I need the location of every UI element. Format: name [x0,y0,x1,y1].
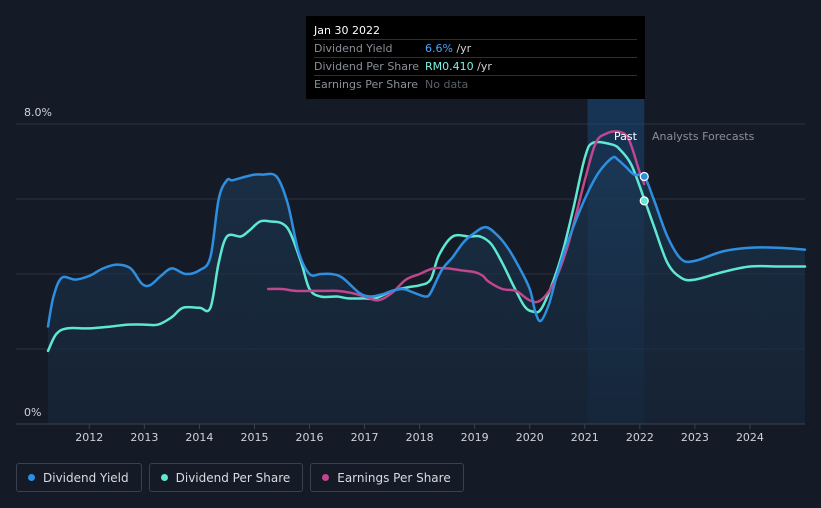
x-tick-label: 2013 [130,431,158,444]
x-tick-label: 2022 [626,431,654,444]
tooltip-value: 6.6% /yr [425,40,471,57]
area-layer [48,156,805,425]
legend-dot-icon [28,474,35,481]
tooltip-unit: /yr [452,42,472,55]
x-axis: 2012 2013 2014 2015 2016 2017 2018 2019 2020 2021… [16,423,805,444]
chart: 2012 2013 2014 2015 2016 2017 2018 2019 2020 2021… [16,98,807,444]
dividend-yield-marker [639,171,649,182]
marker-layer [639,171,649,206]
x-tick-label: 2017 [351,431,379,444]
legend-item-dividend-per-share[interactable]: Dividend Per Share [148,463,304,492]
legend-dot-icon [160,474,168,481]
legend-dot-icon [322,474,330,481]
tooltip-label: Dividend Yield [314,42,393,55]
dividend-yield-line [46,155,807,328]
x-tick-label: 2024 [736,431,764,444]
past-label: Past [614,130,638,143]
legend-item-earnings-per-share[interactable]: Earnings Per Share [310,463,464,492]
tooltip-row-dividend-yield: Dividend Yield 6.6% /yr [314,39,637,57]
x-tick-label: 2015 [240,431,268,444]
x-tick-label: 2014 [185,431,213,444]
tooltip-number: 6.6% [425,42,453,55]
forecast-label: Analysts Forecasts [652,130,755,143]
y-axis-max-label: 8.0% [24,106,52,119]
earnings-per-share-line [266,130,646,304]
dividend-per-share-marker [639,196,649,206]
legend-label: Dividend Yield [43,470,129,485]
x-tick-label: 2016 [296,431,324,444]
x-tick-label: 2012 [75,431,103,444]
tooltip-number: RM0.410 [425,60,474,73]
tooltip-value: No data [425,76,468,93]
legend-label: Earnings Per Share [337,470,451,485]
tooltip-row-earnings-per-share: Earnings Per Share No data [314,75,637,93]
legend: Dividend Yield Dividend Per Share Earnin… [16,463,471,492]
x-tick-label: 2023 [681,431,709,444]
legend-label: Dividend Per Share [175,470,291,485]
dividend-per-share-line [46,140,807,353]
tooltip-row-dividend-per-share: Dividend Per Share RM0.410 /yr [314,57,637,75]
tooltip-label: Earnings Per Share [314,78,419,91]
x-tick-label: 2019 [461,431,489,444]
tooltip-label: Dividend Per Share [314,60,420,73]
tooltip-date: Jan 30 2022 [314,24,380,37]
tooltip-value: RM0.410 /yr [425,58,492,75]
dividend-yield-area [48,156,805,425]
x-tick-label: 2021 [571,431,599,444]
tooltip: Jan 30 2022 Dividend Yield 6.6% /yr Divi… [306,16,645,99]
x-tick-label: 2020 [516,431,544,444]
tooltip-unit: /yr [473,60,492,73]
y-axis-min-label: 0% [24,406,41,419]
line-layer [46,130,807,353]
tooltip-number: No data [425,78,469,91]
x-tick-label: 2018 [406,431,434,444]
legend-item-dividend-yield[interactable]: Dividend Yield [16,463,142,492]
